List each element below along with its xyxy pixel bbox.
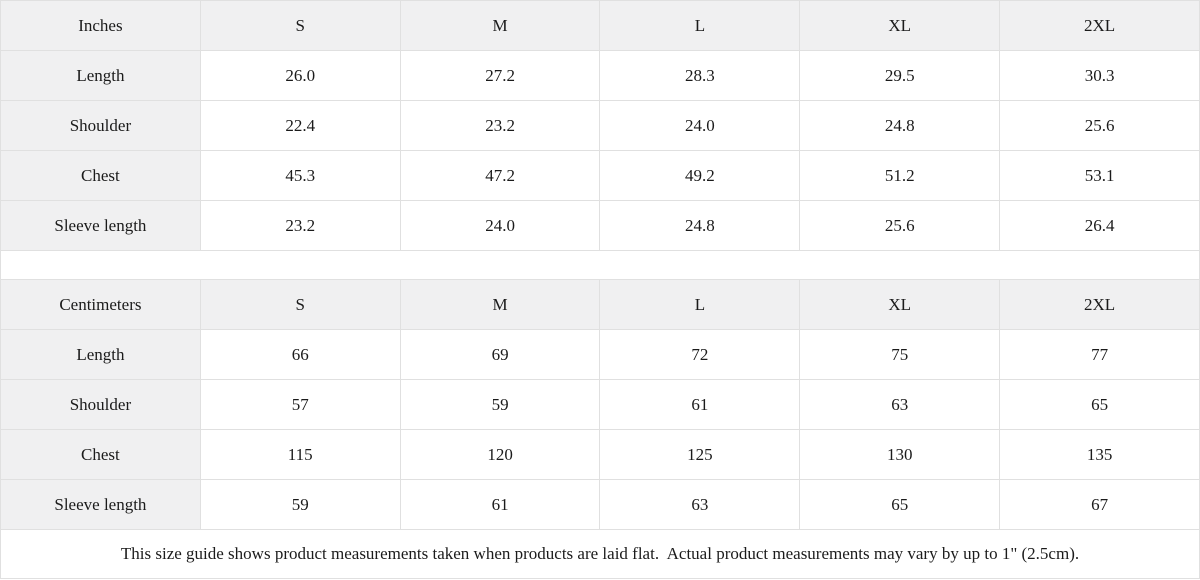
measurement-value-cell: 29.5: [799, 50, 1001, 101]
size-header-cell: L: [599, 279, 801, 330]
measurement-value-cell: 25.6: [799, 200, 1001, 251]
unit-header-cell: Centimeters: [0, 279, 201, 330]
measurement-value-cell: 27.2: [399, 50, 601, 101]
measurement-value-cell: 130: [799, 429, 1001, 480]
measurement-value-cell: 72: [599, 329, 801, 380]
measurement-value-cell: 65: [999, 379, 1200, 430]
size-header-cell: M: [399, 279, 601, 330]
size-header-cell: XL: [799, 279, 1001, 330]
measurement-label-cell: Length: [0, 50, 201, 101]
measurement-value-cell: 22.4: [199, 100, 401, 151]
measurement-value-cell: 69: [399, 329, 601, 380]
measurement-label-cell: Chest: [0, 150, 201, 201]
measurement-label-cell: Shoulder: [0, 379, 201, 430]
measurement-value-cell: 23.2: [399, 100, 601, 151]
spacer-cell: [0, 250, 1200, 280]
measurement-label-cell: Length: [0, 329, 201, 380]
unit-header-cell: Inches: [0, 0, 201, 51]
size-header-cell: 2XL: [999, 0, 1200, 51]
measurement-label-cell: Chest: [0, 429, 201, 480]
measurement-value-cell: 47.2: [399, 150, 601, 201]
measurement-value-cell: 28.3: [599, 50, 801, 101]
measurement-value-cell: 115: [199, 429, 401, 480]
measurement-value-cell: 25.6: [999, 100, 1200, 151]
measurement-value-cell: 65: [799, 479, 1001, 530]
size-header-cell: M: [399, 0, 601, 51]
measurement-value-cell: 63: [599, 479, 801, 530]
measurement-value-cell: 66: [199, 329, 401, 380]
size-header-cell: 2XL: [999, 279, 1200, 330]
size-header-cell: XL: [799, 0, 1001, 51]
size-header-cell: L: [599, 0, 801, 51]
measurement-value-cell: 57: [199, 379, 401, 430]
size-header-cell: S: [199, 279, 401, 330]
footnote-text: This size guide shows product measuremen…: [0, 529, 1200, 579]
measurement-value-cell: 23.2: [199, 200, 401, 251]
measurement-value-cell: 75: [799, 329, 1001, 380]
measurement-value-cell: 77: [999, 329, 1200, 380]
measurement-value-cell: 51.2: [799, 150, 1001, 201]
measurement-value-cell: 135: [999, 429, 1200, 480]
measurement-value-cell: 61: [399, 479, 601, 530]
measurement-value-cell: 26.4: [999, 200, 1200, 251]
measurement-value-cell: 49.2: [599, 150, 801, 201]
size-header-cell: S: [199, 0, 401, 51]
measurement-value-cell: 30.3: [999, 50, 1200, 101]
measurement-value-cell: 125: [599, 429, 801, 480]
measurement-label-cell: Shoulder: [0, 100, 201, 151]
measurement-value-cell: 45.3: [199, 150, 401, 201]
measurement-value-cell: 120: [399, 429, 601, 480]
measurement-value-cell: 59: [399, 379, 601, 430]
measurement-label-cell: Sleeve length: [0, 479, 201, 530]
measurement-value-cell: 63: [799, 379, 1001, 430]
measurement-value-cell: 24.0: [599, 100, 801, 151]
measurement-label-cell: Sleeve length: [0, 200, 201, 251]
measurement-value-cell: 67: [999, 479, 1200, 530]
measurement-value-cell: 24.0: [399, 200, 601, 251]
measurement-value-cell: 59: [199, 479, 401, 530]
measurement-value-cell: 24.8: [599, 200, 801, 251]
measurement-value-cell: 26.0: [199, 50, 401, 101]
measurement-value-cell: 53.1: [999, 150, 1200, 201]
measurement-value-cell: 24.8: [799, 100, 1001, 151]
measurement-value-cell: 61: [599, 379, 801, 430]
